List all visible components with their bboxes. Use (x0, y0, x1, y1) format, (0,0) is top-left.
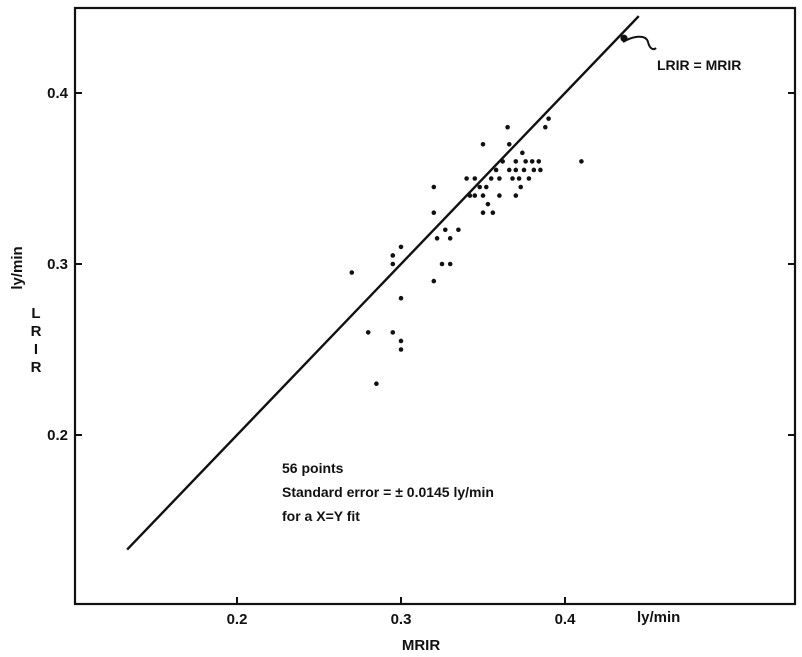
data-point (620, 34, 628, 42)
x-axis-title: MRIR (402, 637, 440, 654)
data-point (365, 330, 371, 335)
data-point (516, 176, 522, 181)
data-point (529, 159, 535, 164)
y-tick-label: 0.2 (47, 427, 68, 444)
data-point (467, 193, 473, 198)
data-point (434, 236, 440, 241)
data-point (390, 261, 396, 267)
data-point (510, 176, 515, 181)
data-point (431, 278, 437, 284)
data-point (513, 193, 519, 198)
data-point (447, 236, 453, 241)
data-point (472, 176, 478, 181)
x-tick-label: 0.3 (391, 611, 412, 628)
annotation-point-count: 56 points (282, 460, 344, 476)
data-point (536, 159, 542, 164)
x-equals-y-line (126, 15, 640, 551)
x-tick-label: 0.4 (555, 611, 577, 628)
data-point (431, 184, 437, 190)
x-axis-ticks: 0.2 0.3 0.4 (227, 597, 577, 628)
data-point (579, 159, 584, 164)
y-axis-ticks: 0.2 0.3 0.4 (47, 85, 795, 444)
data-point (374, 381, 379, 387)
data-point (483, 184, 489, 190)
data-point (488, 176, 494, 181)
y-tick-label: 0.3 (47, 256, 68, 273)
data-points (349, 34, 628, 387)
data-point (500, 159, 505, 164)
data-point (439, 261, 445, 267)
data-point (497, 176, 502, 181)
data-point (518, 184, 524, 190)
plot-frame (73, 6, 797, 606)
x-axis-unit: ly/min (637, 609, 680, 626)
data-point (349, 270, 355, 275)
data-point (490, 210, 496, 215)
data-point (472, 193, 478, 198)
data-point (480, 142, 486, 147)
data-point (506, 142, 512, 147)
data-point (477, 184, 483, 190)
annotation-fit-type: for a X=Y fit (282, 508, 360, 524)
data-point (447, 261, 453, 267)
data-point (513, 159, 519, 164)
data-point (523, 159, 528, 164)
data-point (480, 210, 486, 215)
data-point (497, 193, 502, 198)
data-point (546, 116, 551, 121)
data-point (398, 244, 404, 250)
annotation-standard-error: Standard error = ± 0.0145 ly/min (282, 484, 494, 500)
data-point (442, 227, 448, 233)
data-point (456, 227, 461, 233)
y-tick-label: 0.4 (47, 85, 69, 102)
data-point (531, 167, 537, 173)
x-tick-label: 0.2 (227, 611, 248, 628)
data-point (543, 124, 548, 130)
data-point (390, 330, 396, 335)
data-point (493, 167, 499, 173)
data-point (398, 347, 404, 352)
data-point (464, 176, 469, 181)
data-point (538, 167, 543, 173)
y-axis-unit: ly/min (9, 246, 26, 289)
data-point (506, 167, 512, 173)
data-point (505, 124, 510, 130)
data-point (390, 253, 396, 258)
data-point (431, 210, 437, 215)
data-point (513, 167, 519, 173)
data-point (398, 295, 404, 301)
reference-line-label: LRIR = MRIR (657, 57, 741, 73)
data-point (398, 338, 404, 344)
reference-line-leader (622, 35, 657, 51)
data-point (520, 150, 525, 156)
data-point (521, 167, 527, 173)
data-point (480, 193, 486, 198)
data-point (526, 176, 532, 181)
data-point (485, 201, 491, 207)
